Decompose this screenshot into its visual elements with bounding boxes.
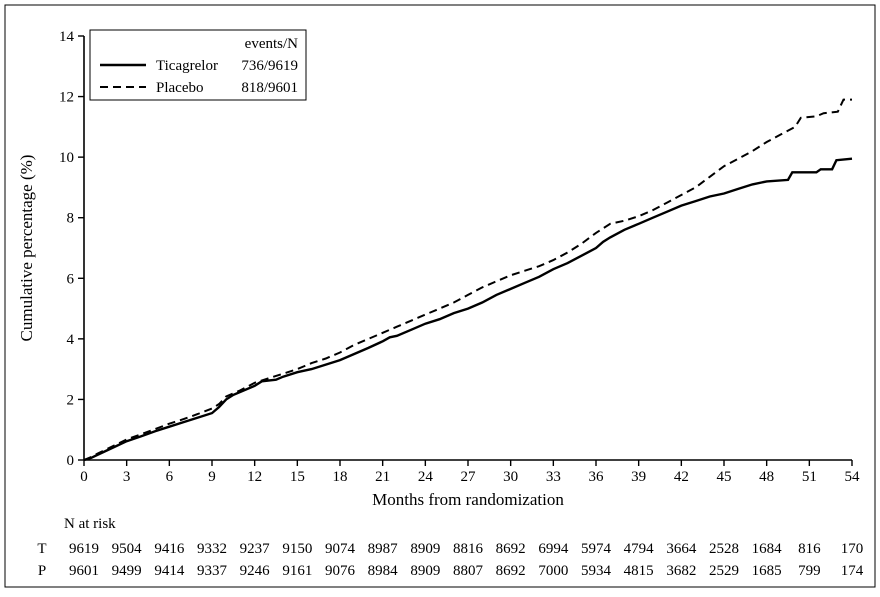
risk-value: 5974 [581,541,612,557]
y-tick-label: 10 [59,150,74,166]
x-tick-label: 30 [503,469,518,485]
risk-value: 8984 [368,563,399,579]
x-tick-label: 18 [333,469,348,485]
x-tick-label: 0 [80,469,88,485]
risk-value: 2528 [709,541,739,557]
legend-events-placebo: 818/9601 [241,80,298,96]
risk-value: 8816 [453,541,484,557]
x-tick-label: 36 [589,469,605,485]
risk-value: 170 [841,541,864,557]
risk-value: 8692 [496,563,526,579]
risk-value: 816 [798,541,821,557]
risk-value: 1684 [752,541,783,557]
risk-value: 9074 [325,541,356,557]
x-tick-label: 39 [631,469,646,485]
x-tick-label: 24 [418,469,434,485]
risk-value: 1685 [752,563,782,579]
risk-value: 9150 [282,541,312,557]
series-placebo-curve [83,98,852,461]
risk-value: 9414 [154,563,185,579]
risk-value: 9601 [69,563,99,579]
legend-header: events/N [245,36,298,52]
risk-value: 7000 [538,563,568,579]
risk-value: 6994 [538,541,569,557]
y-tick-label: 6 [67,271,75,287]
y-tick-label: 12 [59,90,74,106]
x-axis-title: Months from randomization [372,490,564,509]
risk-value: 9619 [69,541,99,557]
risk-value: 9332 [197,541,227,557]
x-tick-label: 6 [166,469,174,485]
risk-value: 9337 [197,563,228,579]
risk-value: 3682 [666,563,696,579]
risk-value: 3664 [666,541,697,557]
risk-value: 9499 [112,563,142,579]
risk-value: 8807 [453,563,484,579]
x-tick-label: 48 [759,469,774,485]
risk-row-label-t: T [37,541,46,557]
x-tick-label: 3 [123,469,131,485]
x-tick-label: 27 [461,469,477,485]
risk-value: 9076 [325,563,356,579]
figure-border [4,4,876,588]
y-tick-label: 2 [67,392,75,408]
y-axis-title: Cumulative percentage (%) [17,155,36,342]
x-tick-label: 21 [375,469,390,485]
risk-value: 8909 [410,563,440,579]
risk-value: 9246 [240,563,271,579]
series-ticagrelor-curve [83,157,853,462]
x-tick-label: 51 [802,469,817,485]
x-tick-label: 15 [290,469,305,485]
risk-value: 8909 [410,541,440,557]
risk-row-label-p: P [38,563,46,579]
x-tick-label: 42 [674,469,689,485]
x-tick-label: 9 [208,469,216,485]
risk-value: 9161 [282,563,312,579]
risk-value: 5934 [581,563,612,579]
risk-value: 799 [798,563,821,579]
x-tick-label: 45 [717,469,732,485]
risk-value: 8987 [368,541,399,557]
risk-value: 4815 [624,563,654,579]
y-tick-label: 8 [67,211,75,227]
risk-value: 174 [841,563,864,579]
legend-label-placebo: Placebo [156,80,203,96]
legend-box [89,29,307,101]
risk-value: 4794 [624,541,655,557]
y-tick-label: 0 [67,453,75,469]
risk-value: 2529 [709,563,739,579]
x-tick-label: 12 [247,469,262,485]
legend-events-ticagrelor: 736/9619 [241,58,298,74]
risk-value: 9504 [112,541,143,557]
y-tick-label: 4 [67,332,75,348]
x-tick-label: 33 [546,469,561,485]
y-tick-label: 14 [59,29,75,45]
risk-table-title: N at risk [64,516,116,532]
risk-value: 9416 [154,541,185,557]
risk-value: 9237 [240,541,271,557]
risk-value: 8692 [496,541,526,557]
x-tick-label: 54 [845,469,861,485]
legend-label-ticagrelor: Ticagrelor [156,58,218,74]
